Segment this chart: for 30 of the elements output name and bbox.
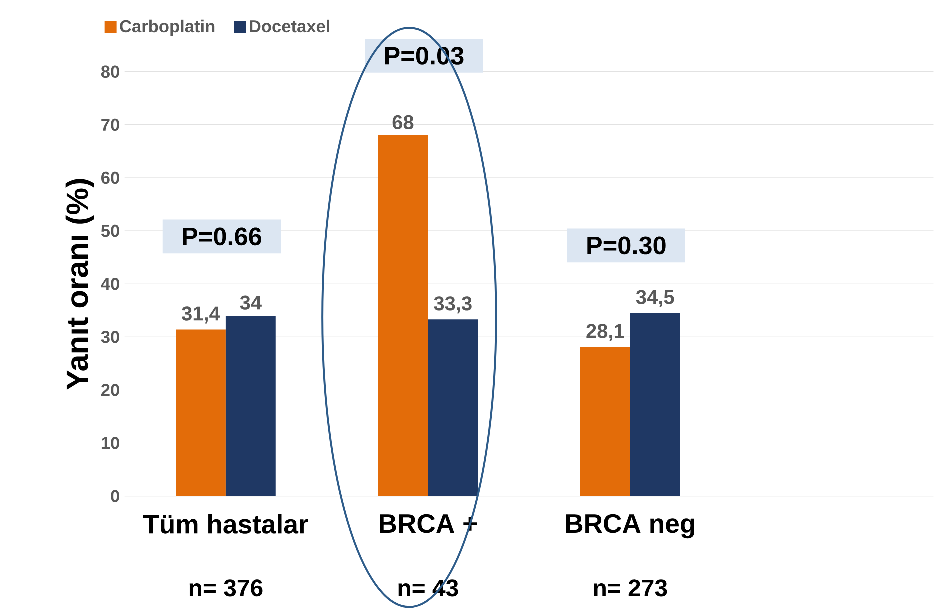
data-label: 33,3: [434, 296, 472, 314]
y-tick-label: 80: [101, 66, 120, 78]
data-label: 68: [392, 115, 414, 130]
y-tick-label: 10: [102, 437, 120, 450]
y-tick-label: 60: [102, 172, 120, 184]
data-label: 34: [240, 296, 262, 310]
y-tick-label: 40: [101, 278, 120, 290]
text: n= 273: [594, 580, 668, 597]
bar: [580, 347, 630, 496]
y-axis-title: Yanıt oranı (%): [66, 179, 94, 390]
data-label: 31,4: [182, 306, 220, 324]
bar: [176, 330, 226, 496]
bar: [226, 316, 276, 496]
annotation: P=0.66: [183, 228, 262, 246]
data-label: 28,1: [586, 324, 624, 342]
y-tick-label: 70: [102, 118, 120, 131]
annotation: P=0.30: [588, 236, 666, 255]
data-label: 34,5: [636, 290, 674, 308]
y-tick-label: 50: [101, 224, 120, 238]
x-tick-label: BRCA neg: [566, 514, 694, 538]
bar: [378, 135, 428, 496]
bar: [428, 320, 478, 496]
bar: [630, 313, 680, 496]
x-tick-label: Tüm hastalar: [143, 514, 308, 534]
y-tick-label: 0: [111, 490, 120, 502]
legend-label: Docetaxel: [250, 20, 330, 33]
legend-label: Carboplatin: [120, 20, 215, 36]
y-tick-label: 30: [101, 330, 120, 344]
y-tick-label: 20: [101, 384, 120, 396]
text: n= 376: [190, 580, 263, 597]
